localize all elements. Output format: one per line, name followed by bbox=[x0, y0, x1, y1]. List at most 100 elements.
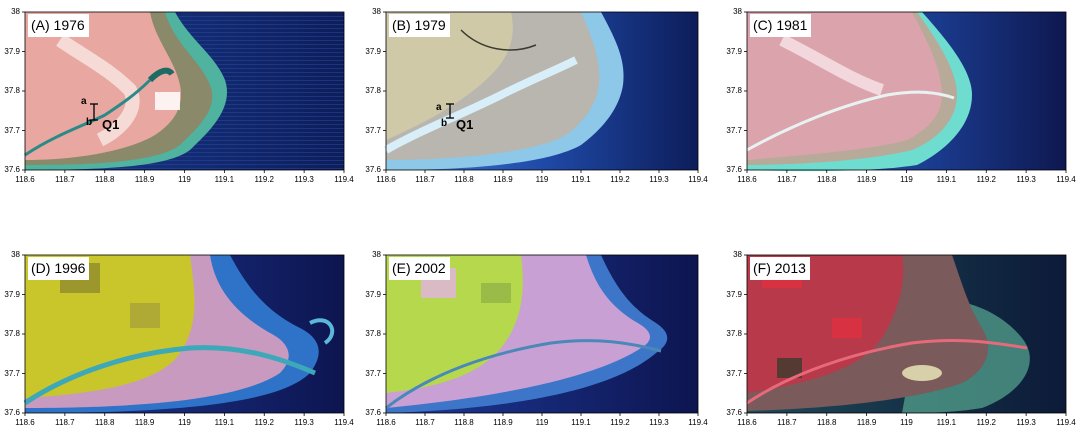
x-tick-label: 119 bbox=[178, 418, 191, 427]
x-tick-label: 119.3 bbox=[1016, 175, 1036, 184]
x-tick-label: 118.8 bbox=[454, 418, 474, 427]
x-tick-label: 118.8 bbox=[454, 175, 474, 184]
x-tick-label: 119.3 bbox=[294, 418, 314, 427]
x-tick-label: 119.2 bbox=[976, 418, 996, 427]
x-tick-label: 119.3 bbox=[649, 418, 669, 427]
map-image-b bbox=[384, 12, 698, 170]
axis-frame bbox=[383, 254, 699, 416]
y-tick-label: 37.9 bbox=[726, 289, 742, 299]
y-tick-label: 37.7 bbox=[365, 125, 381, 135]
y-tick-label: 38 bbox=[11, 250, 20, 259]
x-tick-label: 118.6 bbox=[376, 175, 396, 184]
x-tick-label: 119.3 bbox=[1016, 418, 1036, 427]
x-tick-label: 118.7 bbox=[415, 175, 435, 184]
x-tick-label: 118.8 bbox=[95, 418, 115, 427]
y-tick-label: 37.7 bbox=[365, 368, 381, 378]
x-tick-label: 119.3 bbox=[649, 175, 669, 184]
plot-border bbox=[385, 11, 699, 171]
y-tick-label: 38 bbox=[733, 7, 742, 16]
x-tick-label: 118.6 bbox=[737, 175, 757, 184]
panel-title-c: (C) 1981 bbox=[750, 14, 812, 37]
x-tick-label: 118.6 bbox=[15, 418, 35, 427]
y-tick-label: 37.8 bbox=[365, 329, 381, 338]
y-tick-label: 37.9 bbox=[4, 289, 20, 299]
y-tick-label: 37.6 bbox=[726, 408, 742, 417]
plot-border bbox=[746, 11, 1067, 171]
annotation-q1: Q1 bbox=[456, 117, 474, 132]
panel-title-f: (F) 2013 bbox=[750, 257, 810, 280]
cross-section-marker-b bbox=[446, 103, 454, 119]
x-tick-label: 119.1 bbox=[571, 175, 591, 184]
x-tick-label: 118.9 bbox=[856, 175, 877, 184]
x-tick-label: 119.2 bbox=[610, 175, 630, 184]
x-tick-label: 119.4 bbox=[1056, 175, 1076, 184]
plot-border bbox=[746, 254, 1067, 414]
axis-frame bbox=[383, 11, 699, 173]
x-tick-label: 119 bbox=[900, 175, 913, 184]
panel-title-e: (E) 2002 bbox=[389, 257, 450, 280]
y-tick-label: 37.6 bbox=[365, 165, 381, 174]
x-tick-label: 118.9 bbox=[134, 418, 155, 427]
x-tick-label: 118.9 bbox=[493, 418, 513, 427]
map-image-c bbox=[746, 12, 1066, 172]
plot-border bbox=[24, 254, 345, 414]
x-tick-label: 119 bbox=[900, 418, 913, 427]
y-tick-label: 37.7 bbox=[726, 125, 742, 135]
x-tick-label: 118.9 bbox=[493, 175, 513, 184]
map-panel-f: (F) 2013 118.6 118.7 118.8 118.9 119 119.1 119… bbox=[722, 243, 1080, 443]
x-tick-label: 118.7 bbox=[55, 418, 75, 427]
y-tick-label: 37.8 bbox=[726, 86, 742, 95]
panel-title-b: (B) 1979 bbox=[389, 14, 450, 37]
map-image-e bbox=[385, 255, 698, 413]
cross-section-marker-a bbox=[90, 103, 98, 121]
x-tick-label: 119.4 bbox=[1056, 418, 1076, 427]
y-tick-label: 37.8 bbox=[365, 86, 381, 95]
x-tick-label: 118.9 bbox=[856, 418, 877, 427]
x-tick-label: 119.1 bbox=[936, 175, 957, 184]
y-tick-label: 37.9 bbox=[365, 46, 381, 56]
x-tick-label: 119.2 bbox=[254, 175, 274, 184]
x-tick-label: 118.7 bbox=[777, 175, 797, 184]
map-panel-e: (E) 2002 118.6 118.7 118.8 118.9 119 119.1 119… bbox=[361, 243, 761, 443]
y-tick-label: 37.6 bbox=[726, 165, 742, 174]
y-tick-label: 38 bbox=[733, 250, 742, 259]
annotation-q1: Q1 bbox=[102, 117, 120, 132]
x-tick-label: 119.2 bbox=[610, 418, 630, 427]
x-tick-label: 118.7 bbox=[777, 418, 797, 427]
y-tick-label: 37.7 bbox=[4, 125, 20, 135]
annotation-b: b bbox=[441, 118, 448, 129]
y-tick-label: 37.7 bbox=[4, 368, 20, 378]
plot-border bbox=[24, 11, 345, 171]
x-tick-label: 119.4 bbox=[688, 418, 708, 427]
x-tick-label: 119.4 bbox=[334, 175, 354, 184]
panel-title-a: (A) 1976 bbox=[28, 14, 89, 37]
x-tick-label: 118.8 bbox=[95, 175, 115, 184]
axis-frame bbox=[744, 254, 1067, 416]
x-tick-label: 119.1 bbox=[936, 418, 957, 427]
y-tick-label: 37.9 bbox=[4, 46, 20, 56]
x-tick-label: 118.9 bbox=[134, 175, 155, 184]
panel-title-d: (D) 1996 bbox=[28, 257, 90, 280]
x-tick-label: 119 bbox=[535, 175, 549, 184]
map-image-f bbox=[746, 255, 1066, 413]
axis-frame bbox=[22, 254, 345, 416]
y-tick-label: 37.6 bbox=[4, 408, 20, 417]
x-tick-label: 118.6 bbox=[737, 418, 757, 427]
map-panel-b: (B) 1979 a b Q1 118.6 118.7 118.8 118.9 119 1… bbox=[361, 0, 761, 200]
x-tick-label: 119 bbox=[535, 418, 549, 427]
axis-frame bbox=[744, 11, 1067, 173]
x-tick-label: 119.1 bbox=[214, 418, 235, 427]
x-tick-label: 119.2 bbox=[976, 175, 996, 184]
y-tick-label: 38 bbox=[11, 7, 20, 16]
axis-frame bbox=[22, 11, 345, 173]
annotation-a: a bbox=[436, 102, 442, 113]
x-tick-label: 118.6 bbox=[15, 175, 35, 184]
x-tick-label: 118.6 bbox=[376, 418, 396, 427]
x-tick-label: 119.3 bbox=[294, 175, 314, 184]
map-image-d bbox=[23, 255, 344, 413]
y-tick-label: 38 bbox=[372, 250, 381, 259]
map-panel-d: (D) 1996 118.6 118.7 118.8 118.9 119 119.1 119… bbox=[0, 243, 400, 443]
x-tick-label: 119.4 bbox=[334, 418, 354, 427]
map-panel-c: (C) 1981 118.6 118.7 118.8 118.9 119 119.1 119… bbox=[722, 0, 1080, 200]
x-tick-label: 119.1 bbox=[214, 175, 235, 184]
